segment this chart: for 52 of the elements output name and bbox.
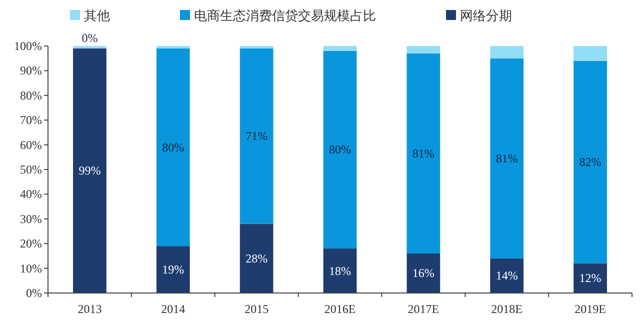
y-tick-label: 40%	[20, 187, 42, 202]
bar	[323, 248, 357, 293]
data-label: 81%	[412, 146, 434, 160]
bar	[490, 58, 524, 258]
bar	[156, 246, 190, 293]
bar	[323, 46, 357, 51]
data-label: 99%	[78, 164, 101, 178]
y-tick-label: 100%	[14, 39, 42, 53]
bar	[406, 253, 440, 293]
y-tick-label: 0%	[26, 286, 42, 300]
y-tick-label: 80%	[20, 88, 42, 102]
x-tick-label: 2019E	[574, 302, 606, 316]
legend-label: 网络分期	[460, 9, 512, 24]
x-tick-label: 2016E	[324, 302, 356, 316]
data-label: 28%	[246, 251, 268, 266]
data-label: 81%	[496, 151, 518, 166]
bar	[574, 46, 607, 61]
y-tick-label: 50%	[20, 162, 42, 176]
y-tick-label: 20%	[20, 236, 42, 251]
data-label: 80%	[162, 140, 184, 154]
data-label: 71%	[246, 129, 268, 144]
y-tick-label: 70%	[20, 113, 42, 128]
x-tick-label: 2013	[78, 302, 102, 316]
bar	[490, 46, 524, 58]
bar	[490, 258, 524, 293]
x-tick-label: 2014	[161, 302, 186, 316]
bar	[240, 224, 274, 293]
bar	[574, 263, 607, 293]
bar	[156, 48, 190, 246]
x-tick-label: 2015	[244, 302, 269, 316]
legend-label: 电商生态消费信贷交易规模占比	[194, 8, 376, 24]
x-tick-label: 2017E	[408, 302, 440, 316]
data-label: 82%	[579, 155, 602, 170]
data-label: 80%	[329, 142, 351, 157]
bar	[73, 48, 106, 293]
bar	[574, 60, 607, 264]
bar	[406, 46, 440, 54]
x-tick-label: 2018E	[491, 302, 523, 316]
y-tick-label: 90%	[20, 64, 42, 78]
y-tick-label: 10%	[20, 261, 42, 276]
bar	[406, 53, 440, 254]
data-label: 18%	[329, 264, 351, 278]
bar	[323, 50, 357, 249]
data-label: 16%	[412, 266, 434, 280]
data-label: 19%	[162, 262, 184, 277]
y-tick-label: 60%	[20, 138, 42, 152]
data-label: 14%	[496, 268, 518, 283]
data-label: 0%	[82, 31, 98, 45]
data-label: 12%	[579, 271, 602, 286]
legend-label: 其他	[84, 9, 110, 24]
y-tick-label: 30%	[20, 212, 42, 226]
bar	[240, 48, 274, 224]
